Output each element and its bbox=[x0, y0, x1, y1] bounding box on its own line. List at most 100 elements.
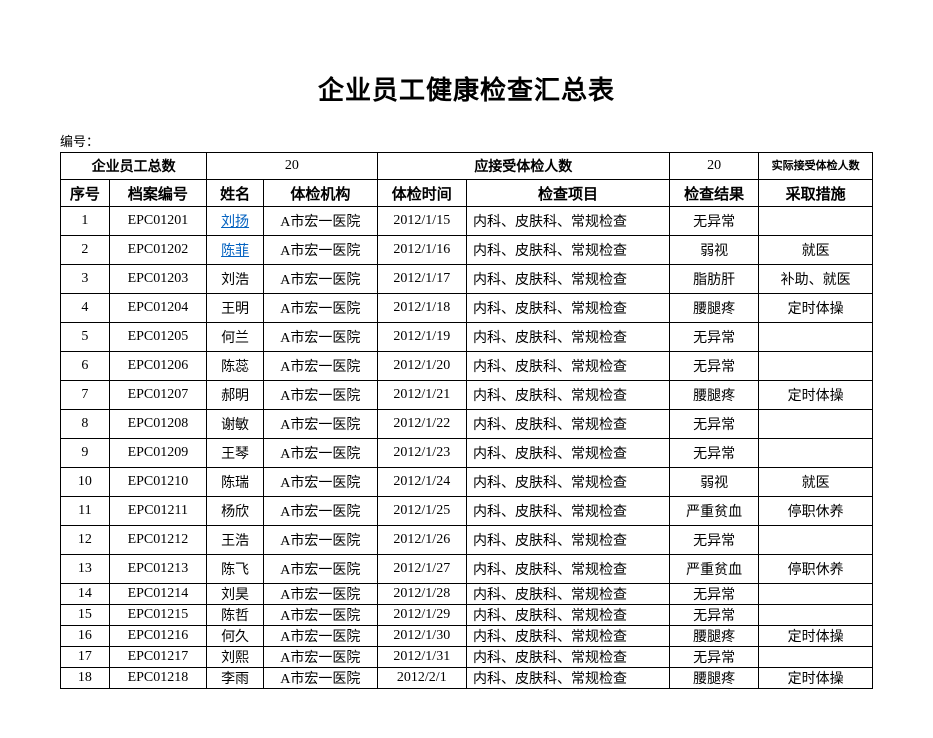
cell-seq: 5 bbox=[61, 323, 110, 352]
cell-org: A市宏一医院 bbox=[263, 626, 377, 647]
cell-seq: 13 bbox=[61, 555, 110, 584]
table-row: 13EPC01213陈飞A市宏一医院2012/1/27内科、皮肤科、常规检查严重… bbox=[61, 555, 873, 584]
cell-result: 严重贫血 bbox=[669, 497, 758, 526]
page-title: 企业员工健康检查汇总表 bbox=[60, 70, 873, 107]
cell-org: A市宏一医院 bbox=[263, 352, 377, 381]
cell-seq: 6 bbox=[61, 352, 110, 381]
cell-file: EPC01208 bbox=[109, 410, 206, 439]
cell-time: 2012/1/31 bbox=[377, 647, 466, 668]
cell-action bbox=[759, 526, 873, 555]
cell-time: 2012/1/28 bbox=[377, 584, 466, 605]
cell-action: 定时体操 bbox=[759, 668, 873, 689]
cell-action bbox=[759, 584, 873, 605]
cell-seq: 3 bbox=[61, 265, 110, 294]
cell-time: 2012/1/20 bbox=[377, 352, 466, 381]
cell-time: 2012/1/15 bbox=[377, 207, 466, 236]
cell-name: 刘熙 bbox=[207, 647, 264, 668]
cell-org: A市宏一医院 bbox=[263, 294, 377, 323]
cell-result: 腰腿疼 bbox=[669, 381, 758, 410]
table-row: 6EPC01206陈蕊A市宏一医院2012/1/20内科、皮肤科、常规检查无异常 bbox=[61, 352, 873, 381]
cell-file: EPC01216 bbox=[109, 626, 206, 647]
cell-time: 2012/2/1 bbox=[377, 668, 466, 689]
cell-file: EPC01218 bbox=[109, 668, 206, 689]
table-row: 18EPC01218李雨A市宏一医院2012/2/1内科、皮肤科、常规检查腰腿疼… bbox=[61, 668, 873, 689]
cell-result: 无异常 bbox=[669, 352, 758, 381]
cell-items: 内科、皮肤科、常规检查 bbox=[466, 497, 669, 526]
cell-items: 内科、皮肤科、常规检查 bbox=[466, 647, 669, 668]
cell-seq: 15 bbox=[61, 605, 110, 626]
cell-org: A市宏一医院 bbox=[263, 410, 377, 439]
cell-name: 陈飞 bbox=[207, 555, 264, 584]
table-body: 1EPC01201刘扬A市宏一医院2012/1/15内科、皮肤科、常规检查无异常… bbox=[61, 207, 873, 689]
name-link[interactable]: 刘扬 bbox=[221, 215, 249, 230]
cell-seq: 1 bbox=[61, 207, 110, 236]
table-row: 10EPC01210陈瑞A市宏一医院2012/1/24内科、皮肤科、常规检查弱视… bbox=[61, 468, 873, 497]
cell-items: 内科、皮肤科、常规检查 bbox=[466, 323, 669, 352]
table-row: 14EPC01214刘昊A市宏一医院2012/1/28内科、皮肤科、常规检查无异… bbox=[61, 584, 873, 605]
cell-file: EPC01205 bbox=[109, 323, 206, 352]
cell-action: 定时体操 bbox=[759, 294, 873, 323]
cell-items: 内科、皮肤科、常规检查 bbox=[466, 294, 669, 323]
table-row: 7EPC01207郝明A市宏一医院2012/1/21内科、皮肤科、常规检查腰腿疼… bbox=[61, 381, 873, 410]
total-employees-value: 20 bbox=[207, 153, 378, 180]
table-row: 4EPC01204王明A市宏一医院2012/1/18内科、皮肤科、常规检查腰腿疼… bbox=[61, 294, 873, 323]
cell-time: 2012/1/21 bbox=[377, 381, 466, 410]
table-row: 9EPC01209王琴A市宏一医院2012/1/23内科、皮肤科、常规检查无异常 bbox=[61, 439, 873, 468]
col-name: 姓名 bbox=[207, 180, 264, 207]
cell-result: 无异常 bbox=[669, 526, 758, 555]
cell-seq: 16 bbox=[61, 626, 110, 647]
cell-time: 2012/1/17 bbox=[377, 265, 466, 294]
cell-name: 王明 bbox=[207, 294, 264, 323]
name-link[interactable]: 陈菲 bbox=[221, 244, 249, 259]
col-seq: 序号 bbox=[61, 180, 110, 207]
required-check-value: 20 bbox=[669, 153, 758, 180]
cell-items: 内科、皮肤科、常规检查 bbox=[466, 526, 669, 555]
cell-action: 定时体操 bbox=[759, 626, 873, 647]
cell-result: 弱视 bbox=[669, 236, 758, 265]
cell-items: 内科、皮肤科、常规检查 bbox=[466, 207, 669, 236]
table-header-row: 序号 档案编号 姓名 体检机构 体检时间 检查项目 检查结果 采取措施 bbox=[61, 180, 873, 207]
cell-action bbox=[759, 410, 873, 439]
cell-org: A市宏一医院 bbox=[263, 207, 377, 236]
cell-result: 弱视 bbox=[669, 468, 758, 497]
table-row: 1EPC01201刘扬A市宏一医院2012/1/15内科、皮肤科、常规检查无异常 bbox=[61, 207, 873, 236]
cell-org: A市宏一医院 bbox=[263, 526, 377, 555]
cell-action: 定时体操 bbox=[759, 381, 873, 410]
cell-seq: 18 bbox=[61, 668, 110, 689]
cell-items: 内科、皮肤科、常规检查 bbox=[466, 605, 669, 626]
col-items: 检查项目 bbox=[466, 180, 669, 207]
cell-file: EPC01215 bbox=[109, 605, 206, 626]
cell-time: 2012/1/19 bbox=[377, 323, 466, 352]
cell-items: 内科、皮肤科、常规检查 bbox=[466, 352, 669, 381]
cell-result: 严重贫血 bbox=[669, 555, 758, 584]
cell-file: EPC01202 bbox=[109, 236, 206, 265]
cell-result: 无异常 bbox=[669, 439, 758, 468]
cell-action bbox=[759, 647, 873, 668]
cell-items: 内科、皮肤科、常规检查 bbox=[466, 265, 669, 294]
cell-file: EPC01201 bbox=[109, 207, 206, 236]
col-result: 检查结果 bbox=[669, 180, 758, 207]
cell-result: 腰腿疼 bbox=[669, 294, 758, 323]
cell-time: 2012/1/16 bbox=[377, 236, 466, 265]
cell-org: A市宏一医院 bbox=[263, 468, 377, 497]
col-org: 体检机构 bbox=[263, 180, 377, 207]
col-action: 采取措施 bbox=[759, 180, 873, 207]
cell-name: 陈哲 bbox=[207, 605, 264, 626]
cell-action bbox=[759, 439, 873, 468]
cell-name: 刘扬 bbox=[207, 207, 264, 236]
table-row: 2EPC01202陈菲A市宏一医院2012/1/16内科、皮肤科、常规检查弱视就… bbox=[61, 236, 873, 265]
required-check-label: 应接受体检人数 bbox=[377, 153, 669, 180]
cell-file: EPC01203 bbox=[109, 265, 206, 294]
cell-result: 脂肪肝 bbox=[669, 265, 758, 294]
cell-action: 补助、就医 bbox=[759, 265, 873, 294]
cell-name: 王琴 bbox=[207, 439, 264, 468]
cell-result: 无异常 bbox=[669, 605, 758, 626]
cell-items: 内科、皮肤科、常规检查 bbox=[466, 555, 669, 584]
cell-action bbox=[759, 207, 873, 236]
cell-seq: 14 bbox=[61, 584, 110, 605]
cell-result: 无异常 bbox=[669, 647, 758, 668]
cell-seq: 4 bbox=[61, 294, 110, 323]
cell-org: A市宏一医院 bbox=[263, 584, 377, 605]
table-row: 3EPC01203刘浩A市宏一医院2012/1/17内科、皮肤科、常规检查脂肪肝… bbox=[61, 265, 873, 294]
cell-action bbox=[759, 323, 873, 352]
